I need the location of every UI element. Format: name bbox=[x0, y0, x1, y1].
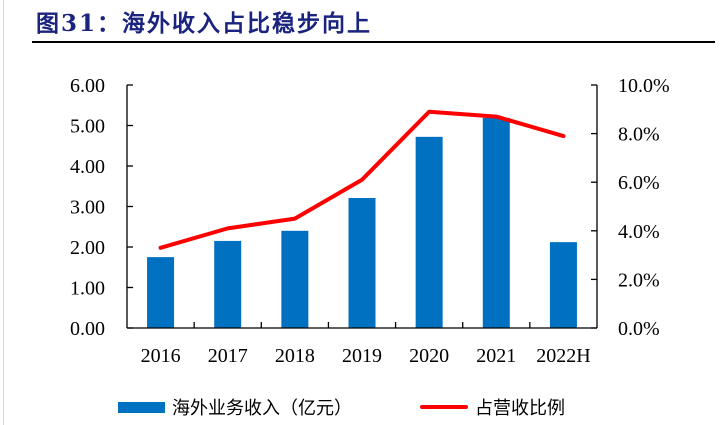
bar bbox=[348, 197, 376, 328]
right-axis-tick-label: 8.0% bbox=[618, 124, 660, 146]
legend-item-bar: 海外业务收入（亿元） bbox=[118, 393, 352, 421]
left-axis-tick-label: 5.00 bbox=[70, 116, 105, 138]
x-axis-category-label: 2017 bbox=[208, 345, 248, 367]
legend: 海外业务收入（亿元） 占营收比例 bbox=[0, 393, 723, 421]
right-axis-tick-label: 6.0% bbox=[618, 172, 660, 194]
x-axis-category-label: 2019 bbox=[342, 345, 382, 367]
right-axis-tick-label: 10.0% bbox=[618, 75, 670, 97]
bar-series bbox=[147, 117, 577, 329]
left-axis-tick-label: 6.00 bbox=[70, 75, 105, 97]
bar bbox=[147, 257, 175, 328]
axis-labels: 0.00 1.00 2.00 3.00 4.00 5.00 6.00 0.0% 2.0% 4.0%… bbox=[70, 75, 670, 367]
legend-line-label: 占营收比例 bbox=[475, 398, 565, 419]
axes bbox=[126, 84, 598, 329]
x-axis-category-label: 2021 bbox=[476, 345, 516, 367]
x-axis-category-label: 2018 bbox=[275, 345, 315, 367]
right-axis-tick-label: 0.0% bbox=[618, 318, 660, 340]
x-axis-category-label: 2020 bbox=[409, 345, 449, 367]
left-axis-tick-label: 2.00 bbox=[70, 237, 105, 259]
bar bbox=[281, 230, 309, 328]
legend-item-line: 占营收比例 bbox=[420, 393, 565, 421]
bar bbox=[214, 240, 242, 328]
x-axis-category-label: 2022H bbox=[536, 345, 590, 367]
bar bbox=[482, 117, 510, 329]
page-left-border bbox=[3, 0, 4, 425]
left-axis-tick-label: 3.00 bbox=[70, 197, 105, 219]
left-axis-tick-label: 1.00 bbox=[70, 278, 105, 300]
legend-bar-swatch bbox=[118, 401, 165, 413]
line-series bbox=[158, 109, 566, 250]
title-underline bbox=[32, 41, 715, 43]
legend-bar-label: 海外业务收入（亿元） bbox=[172, 398, 352, 419]
figure-title: 图31：海外收入占比稳步向上 bbox=[36, 10, 373, 37]
bar bbox=[415, 136, 443, 328]
left-axis-tick-label: 0.00 bbox=[70, 318, 105, 340]
x-axis-category-label: 2016 bbox=[141, 345, 181, 367]
bar bbox=[549, 242, 577, 328]
right-axis-tick-label: 4.0% bbox=[618, 221, 660, 243]
right-axis-tick-label: 2.0% bbox=[618, 269, 660, 291]
legend-line-swatch bbox=[420, 405, 468, 409]
left-axis-tick-label: 4.00 bbox=[70, 156, 105, 178]
